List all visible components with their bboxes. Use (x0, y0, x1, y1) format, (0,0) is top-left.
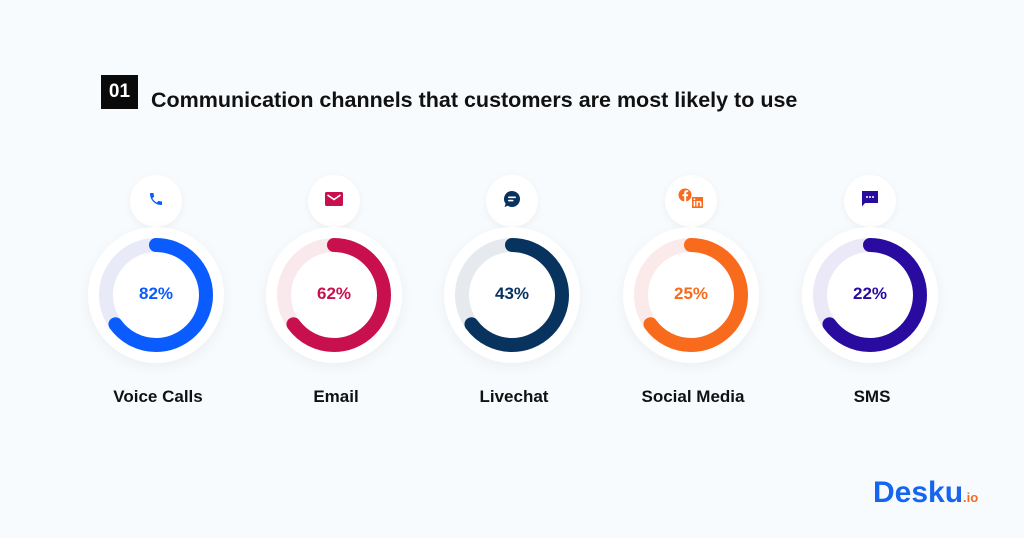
channel-social-media: 25% Social Media (613, 175, 773, 415)
channel-livechat: 43% Livechat (434, 175, 594, 415)
logo-name: Desku (873, 476, 964, 509)
channel-email: 62% Email (256, 175, 416, 415)
percent-value: 43% (494, 284, 530, 303)
percent-value: 82% (138, 284, 174, 303)
percent-value: 25% (673, 284, 709, 303)
donut-chart: 82% (88, 227, 224, 363)
section-number-badge: 01 (101, 74, 138, 109)
channel-label: SMS (853, 387, 891, 406)
donut-chart: 62% (266, 227, 402, 363)
channel-label: Email (313, 387, 359, 406)
donut-chart: 43% (444, 227, 580, 363)
icon-badge (130, 175, 182, 227)
donut-chart: 25% (623, 227, 759, 363)
channel-label: Social Media (641, 387, 745, 406)
desku-logo: Desku.io (873, 476, 978, 510)
sms-message-icon (861, 190, 879, 213)
percent-value: 22% (852, 284, 888, 303)
icon-badge (308, 175, 360, 227)
channel-sms: 22% SMS (792, 175, 952, 415)
channel-label: Voice Calls (113, 387, 203, 406)
icon-badge (844, 175, 896, 227)
phone-icon (148, 191, 164, 212)
chat-bubble-icon (503, 190, 521, 213)
logo-suffix: .io (963, 490, 979, 505)
envelope-icon (325, 191, 343, 211)
channel-voice-calls: 82% Voice Calls (78, 175, 238, 415)
percent-value: 62% (316, 284, 352, 303)
icon-badge (486, 175, 538, 227)
chart-header: 01 Communication channels that customers… (101, 70, 797, 113)
facebook-linkedin-icon (678, 188, 704, 215)
icon-badge (665, 175, 717, 227)
donut-chart: 22% (802, 227, 938, 363)
chart-title: Communication channels that customers ar… (151, 88, 798, 112)
channel-label: Livechat (479, 387, 549, 406)
